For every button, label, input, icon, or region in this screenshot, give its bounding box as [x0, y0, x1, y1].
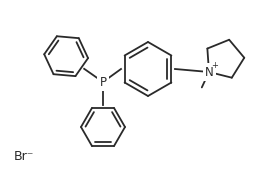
Text: +: + [212, 61, 218, 71]
Text: Br⁻: Br⁻ [14, 149, 34, 162]
Text: N: N [205, 65, 213, 78]
Text: P: P [100, 76, 106, 89]
